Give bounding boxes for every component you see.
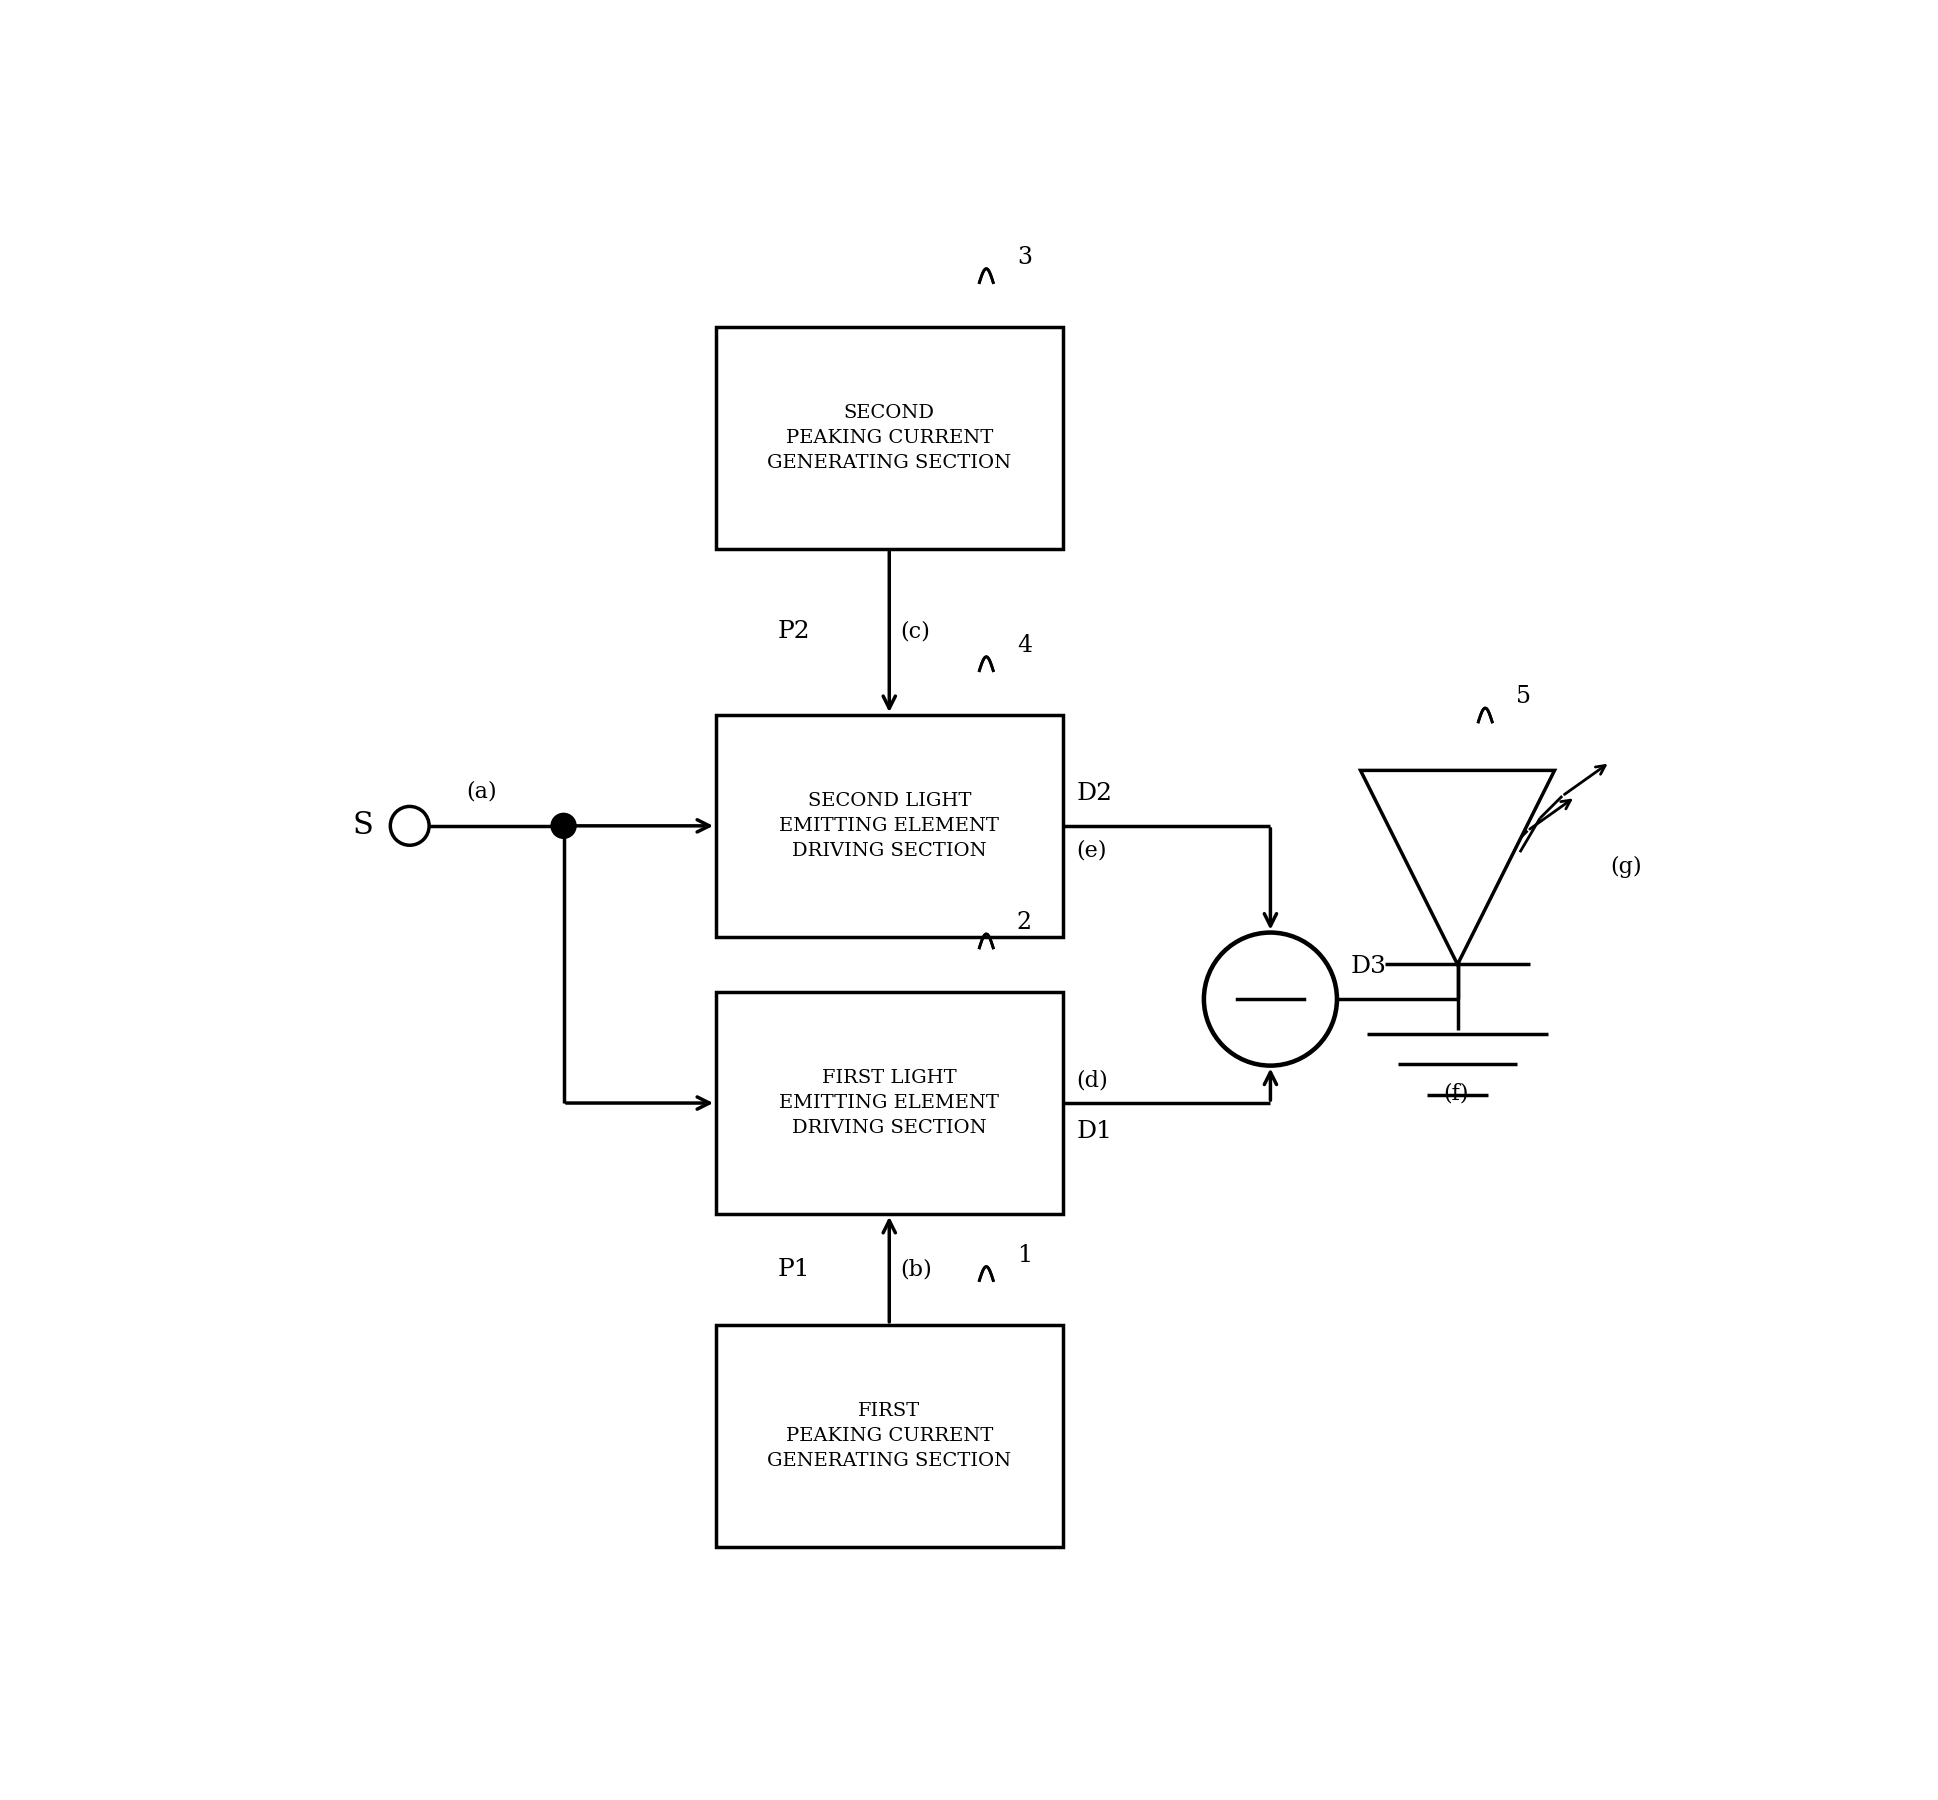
Text: 5: 5	[1516, 686, 1531, 707]
Text: P2: P2	[777, 621, 810, 643]
Bar	[715, 992, 1062, 1213]
Polygon shape	[1360, 770, 1554, 965]
Text: D2: D2	[1076, 781, 1112, 805]
Text: FIRST
PEAKING CURRENT
GENERATING SECTION: FIRST PEAKING CURRENT GENERATING SECTION	[767, 1402, 1012, 1469]
Text: SECOND LIGHT
EMITTING ELEMENT
DRIVING SECTION: SECOND LIGHT EMITTING ELEMENT DRIVING SE…	[779, 792, 1000, 860]
Text: 1: 1	[1017, 1244, 1031, 1267]
Text: 3: 3	[1017, 245, 1031, 268]
Text: (f): (f)	[1444, 1082, 1469, 1103]
Text: FIRST LIGHT
EMITTING ELEMENT
DRIVING SECTION: FIRST LIGHT EMITTING ELEMENT DRIVING SEC…	[779, 1069, 1000, 1138]
Circle shape	[390, 806, 428, 846]
Text: P1: P1	[777, 1258, 810, 1282]
Circle shape	[550, 814, 576, 839]
Text: (g): (g)	[1610, 857, 1641, 878]
Text: D3: D3	[1351, 956, 1388, 979]
Text: D1: D1	[1076, 1120, 1112, 1143]
Text: S: S	[353, 810, 374, 841]
Text: SECOND
PEAKING CURRENT
GENERATING SECTION: SECOND PEAKING CURRENT GENERATING SECTIO…	[767, 403, 1012, 472]
Circle shape	[1203, 932, 1337, 1066]
Text: 2: 2	[1017, 911, 1031, 934]
Text: (e): (e)	[1076, 839, 1107, 862]
Text: 4: 4	[1017, 634, 1031, 657]
Text: (b): (b)	[901, 1258, 932, 1280]
Text: (d): (d)	[1076, 1069, 1109, 1093]
Bar	[715, 1325, 1062, 1546]
Text: (c): (c)	[901, 621, 930, 643]
Bar	[715, 715, 1062, 936]
Bar	[715, 328, 1062, 549]
Text: (a): (a)	[467, 779, 498, 803]
